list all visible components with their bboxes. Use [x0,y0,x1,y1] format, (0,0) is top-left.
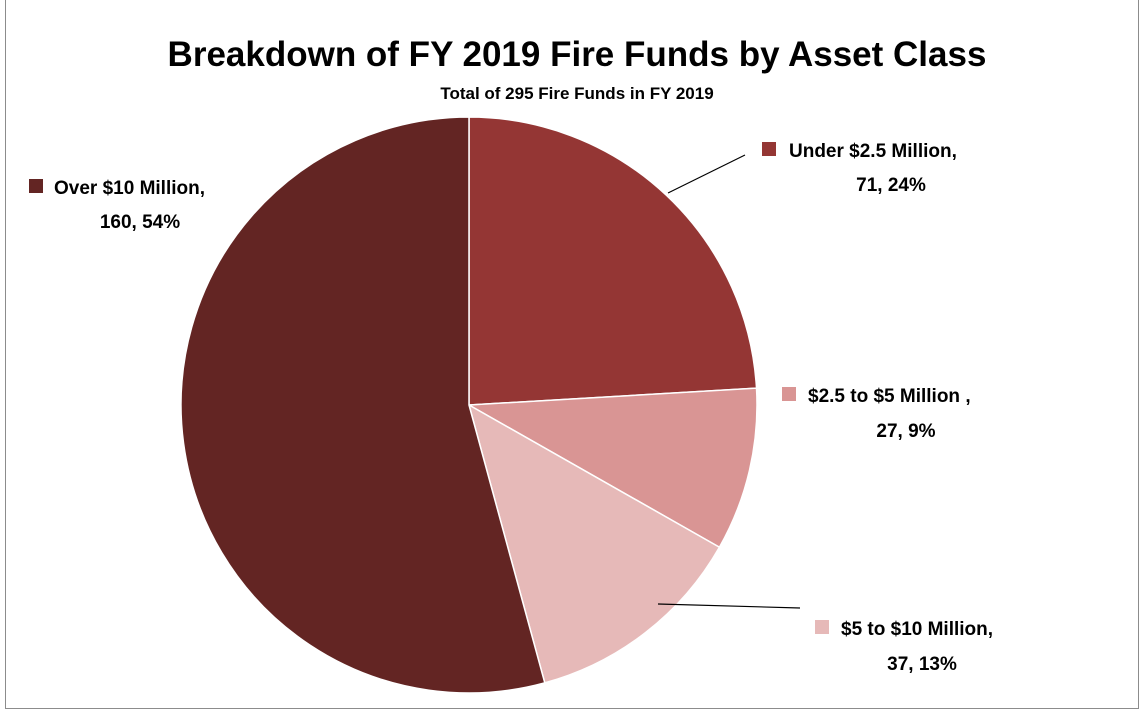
chart-subtitle: Total of 295 Fire Funds in FY 2019 [440,84,713,103]
legend-swatch-5-to-10 [815,620,829,634]
label-value-over-10: 160, 54% [100,212,180,233]
label-name-over-10: Over $10 Million, [54,178,205,199]
label-name-under-2-5: Under $2.5 Million, [789,141,957,162]
data-label-5-to-10: $5 to $10 Million, 37, 13% [815,619,993,675]
data-label-under-2-5: Under $2.5 Million, 71, 24% [762,141,957,196]
data-label-2-5-to-5: $2.5 to $5 Million , 27, 9% [782,386,971,442]
chart-title: Breakdown of FY 2019 Fire Funds by Asset… [168,35,987,74]
legend-swatch-over-10 [29,179,43,193]
label-name-2-5-to-5: $2.5 to $5 Million , [808,386,971,407]
pie-slice-2-5-to-5 [466,387,758,549]
legend-swatch-2-5-to-5 [782,387,796,401]
data-label-over-10: Over $10 Million, 160, 54% [29,178,205,233]
leader-line-under-2-5 [667,154,746,194]
pie-slice-over-10 [180,116,546,694]
label-value-under-2-5: 71, 24% [856,175,926,196]
pie-slice-5-to-10 [467,403,721,684]
leader-line-5-to-10 [657,603,801,609]
pie-slices [180,116,758,694]
label-value-5-to-10: 37, 13% [887,654,957,675]
legend-swatch-under-2-5 [762,142,776,156]
label-name-5-to-10: $5 to $10 Million, [841,619,993,640]
label-value-2-5-to-5: 27, 9% [876,421,935,442]
pie-slice-under-2-5 [468,116,758,406]
